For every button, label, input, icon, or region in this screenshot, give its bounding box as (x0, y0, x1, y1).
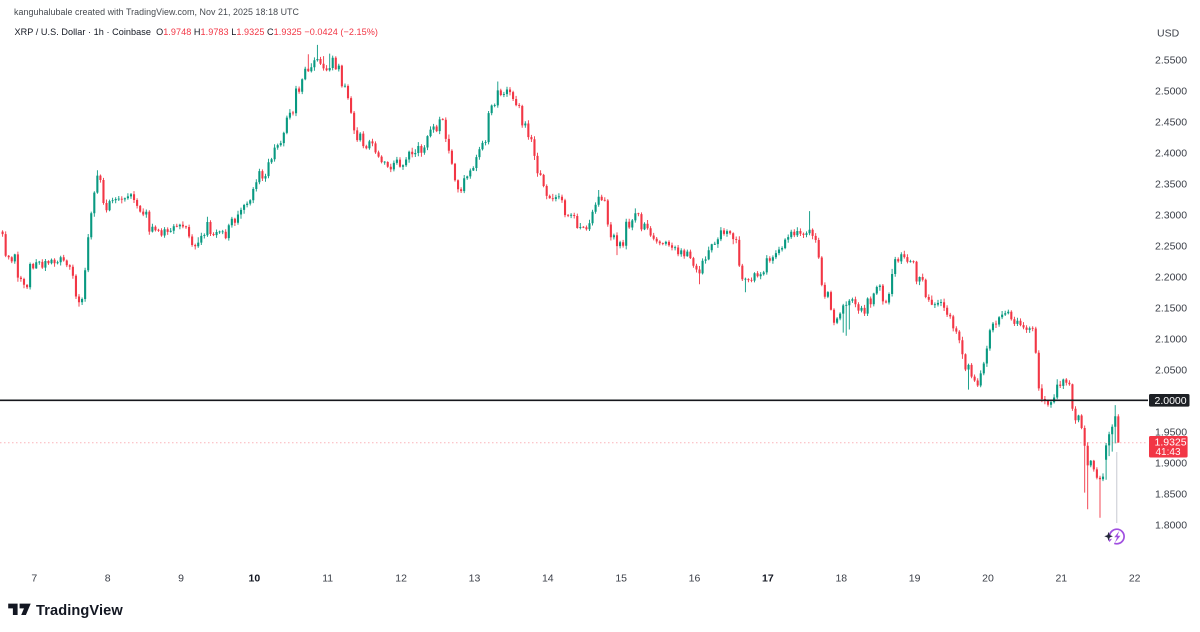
svg-text:1.9325: 1.9325 (1155, 436, 1187, 448)
svg-text:TradingView: TradingView (36, 603, 123, 619)
svg-text:1.8500: 1.8500 (1155, 488, 1187, 500)
svg-text:10: 10 (249, 573, 261, 585)
svg-text:2.3500: 2.3500 (1155, 178, 1187, 190)
svg-text:22: 22 (1129, 573, 1141, 585)
svg-text:8: 8 (105, 573, 111, 585)
svg-text:12: 12 (395, 573, 407, 585)
svg-text:2.1500: 2.1500 (1155, 302, 1187, 314)
svg-text:9: 9 (178, 573, 184, 585)
svg-text:2.0000: 2.0000 (1155, 395, 1187, 407)
svg-text:2.2000: 2.2000 (1155, 271, 1187, 283)
svg-text:15: 15 (615, 573, 627, 585)
svg-text:21: 21 (1055, 573, 1067, 585)
svg-text:19: 19 (909, 573, 921, 585)
svg-text:2.2500: 2.2500 (1155, 240, 1187, 252)
svg-text:1.8000: 1.8000 (1155, 519, 1187, 531)
svg-text:18: 18 (835, 573, 847, 585)
svg-text:20: 20 (982, 573, 994, 585)
svg-text:2.4000: 2.4000 (1155, 147, 1187, 159)
svg-text:17: 17 (762, 573, 774, 585)
svg-text:41:43: 41:43 (1156, 447, 1181, 458)
svg-text:2.1000: 2.1000 (1155, 333, 1187, 345)
svg-text:14: 14 (542, 573, 554, 585)
svg-text:13: 13 (469, 573, 481, 585)
svg-text:11: 11 (322, 573, 333, 585)
svg-text:16: 16 (689, 573, 701, 585)
svg-text:2.3000: 2.3000 (1155, 209, 1187, 221)
svg-text:USD: USD (1157, 28, 1180, 40)
svg-text:1.9500: 1.9500 (1155, 426, 1187, 438)
svg-text:1.9000: 1.9000 (1155, 457, 1187, 469)
svg-text:2.4500: 2.4500 (1155, 116, 1187, 128)
svg-text:7: 7 (31, 573, 37, 585)
svg-text:2.5000: 2.5000 (1155, 85, 1187, 97)
svg-text:2.0500: 2.0500 (1155, 364, 1187, 376)
svg-text:2.5500: 2.5500 (1155, 54, 1187, 66)
